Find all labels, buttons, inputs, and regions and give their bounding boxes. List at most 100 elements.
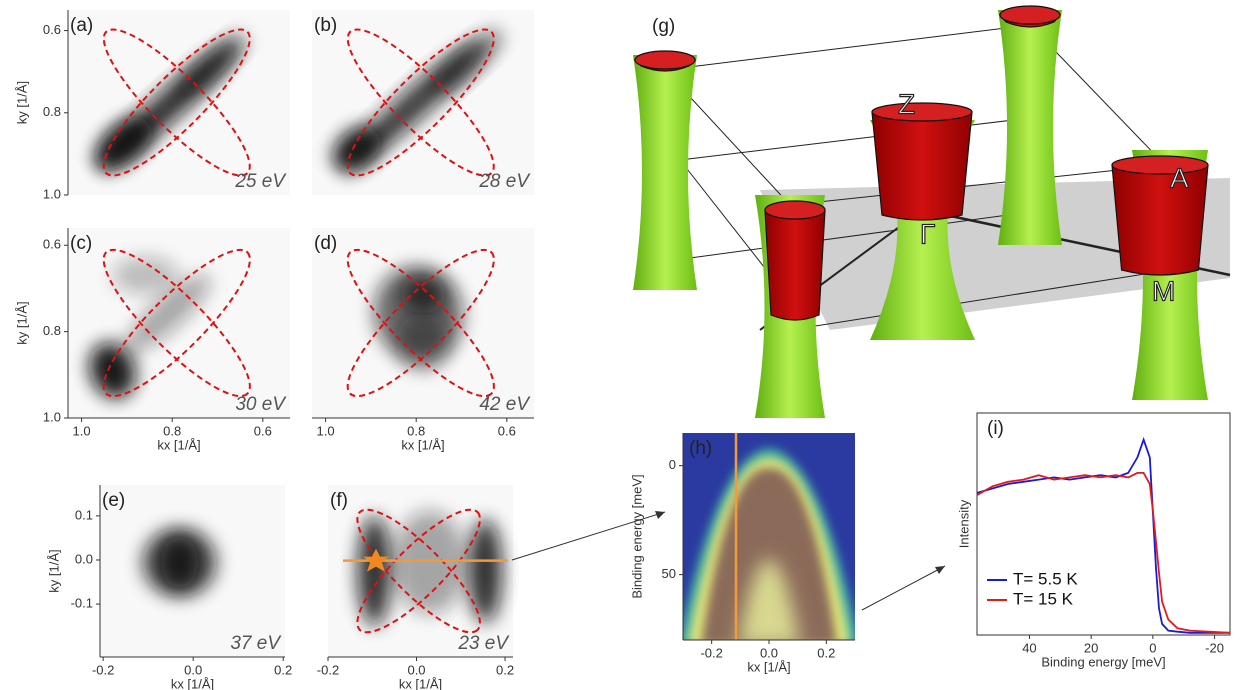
arrowhead [655, 511, 665, 519]
model-contour [102, 248, 251, 398]
spectrum [683, 433, 855, 640]
red-sheet [1111, 164, 1209, 276]
model-contour [346, 28, 495, 177]
intensity [400, 275, 446, 314]
x-tick-label: 1.0 [73, 423, 91, 438]
x-tick-label: 0.0 [760, 645, 778, 660]
y-axis-label: ky [1/Å] [14, 81, 29, 124]
panel-label: (h) [689, 438, 712, 459]
x-tick-label: 40 [1022, 640, 1036, 655]
y-tick-label: -0.1 [71, 596, 93, 611]
x-tick-label: 20 [1084, 640, 1098, 655]
brillouin-zone-diagram [633, 5, 1231, 418]
red-top [634, 50, 696, 70]
plot-frame [976, 412, 1231, 636]
panel: (i) 40 20 0 -20 Binding energy [meV] Intensity… [956, 412, 1231, 669]
legend-label: T= 5.5 K [1013, 569, 1078, 588]
x-axis-label: kx [1/Å] [157, 437, 200, 452]
arrowhead [935, 566, 945, 574]
panel-label: (a) [70, 15, 93, 36]
y-tick-label: 0.8 [43, 104, 61, 119]
cut-marker [363, 548, 389, 572]
model-contour [346, 248, 495, 398]
y-axis-label: ky [1/Å] [14, 301, 29, 344]
x-tick-label: 0.8 [163, 423, 181, 438]
red-top [871, 102, 973, 122]
x-axis-label: kx [1/Å] [747, 659, 790, 674]
y-tick-label: 0.6 [43, 22, 61, 37]
y-tick-label: 0.6 [43, 237, 61, 252]
model-contour [356, 508, 481, 634]
x-tick-label: 0.2 [274, 662, 292, 677]
model-contour [102, 28, 251, 177]
energy-label: 25 eV [234, 171, 287, 192]
panel: (h) 0 50 -0.2 0.0 0.2 kx [1/Å] Binding energy [… [629, 433, 855, 674]
energy-label: 42 eV [479, 394, 531, 415]
intensity [161, 536, 199, 589]
x-tick-label: 1.0 [317, 423, 335, 438]
x-tick-label: 0.6 [254, 423, 272, 438]
y-tick-label: 0.0 [75, 551, 93, 566]
x-tick-label: -20 [1205, 640, 1224, 655]
panel-label: (i) [987, 418, 1004, 439]
y-axis-label: Binding energy [meV] [629, 474, 644, 598]
intensity [392, 510, 467, 614]
x-axis-label: kx [1/Å] [171, 676, 214, 690]
green-sheet [998, 10, 1062, 245]
intensity [332, 126, 381, 171]
panel: (d) 42 eV 1.0 0.8 0.6 kx [1/Å] [312, 228, 534, 452]
model-contour [102, 28, 251, 177]
panel-label: (g) [652, 16, 675, 37]
panel-label: (f) [330, 490, 348, 511]
red-sheet [871, 111, 973, 221]
x-axis-label: Binding energy [meV] [1041, 654, 1165, 669]
y-axis-label: ky [1/Å] [46, 549, 61, 592]
red-sheet [764, 209, 826, 321]
panel-label: (b) [314, 15, 337, 36]
x-tick-label: 0.2 [817, 645, 835, 660]
panel-label: (d) [314, 233, 337, 254]
point-label: A [1170, 162, 1189, 193]
panel: (b) 28 eV [312, 10, 534, 195]
panel: (f) 23 eV -0.2 0.0 0.2 kx [1/Å] [317, 485, 514, 690]
point-label: M [1152, 275, 1175, 306]
energy-label: 37 eV [230, 633, 282, 654]
intensity [95, 117, 152, 169]
panel: (c) 30 eV 0.6 0.8 1.0 1.0 0.8 0.6 kx [1/Å] ky [1/… [14, 228, 290, 452]
energy-label: 28 eV [478, 171, 531, 192]
panel: (a) 25 eV 0.6 0.8 1.0 ky [1/Å] [14, 10, 290, 201]
zone-edges [664, 24, 1231, 331]
intensity [178, 34, 247, 97]
red-top [1111, 155, 1209, 175]
red-top [999, 5, 1061, 25]
band-inner [738, 559, 800, 640]
x-tick-label: 0.2 [496, 662, 514, 677]
x-tick-label: 0.0 [407, 662, 425, 677]
red-top [764, 200, 826, 220]
x-tick-label: 0 [1149, 640, 1156, 655]
y-axis-label: Intensity [956, 499, 971, 548]
y-tick-label: 0.8 [43, 323, 61, 338]
point-label: Z [898, 88, 915, 119]
x-tick-label: 0.8 [407, 423, 425, 438]
intensity [112, 256, 179, 295]
x-axis-label: kx [1/Å] [399, 676, 442, 690]
intensity [468, 519, 502, 623]
panel-label: (c) [70, 233, 92, 254]
arrow [861, 565, 946, 611]
model-contour [356, 508, 481, 634]
model-contour [102, 248, 251, 398]
x-tick-label: 0.0 [184, 662, 202, 677]
intensity [89, 342, 136, 399]
arrow [511, 511, 666, 561]
plane [760, 178, 1230, 330]
panel-label: (e) [102, 490, 125, 511]
x-tick-label: 0.6 [498, 423, 516, 438]
intensity [125, 274, 211, 353]
x-tick-label: -0.2 [700, 645, 722, 660]
legend-label: T= 15 K [1013, 589, 1074, 608]
y-tick-label: 1.0 [43, 409, 61, 424]
y-tick-label: 0 [669, 457, 676, 472]
y-tick-label: 50 [662, 566, 676, 581]
